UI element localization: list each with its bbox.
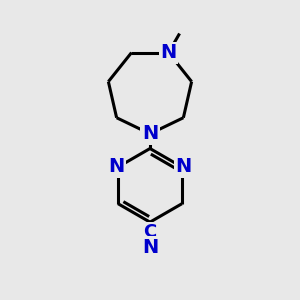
Text: N: N bbox=[142, 124, 158, 143]
Text: N: N bbox=[175, 158, 191, 176]
Text: N: N bbox=[160, 43, 177, 62]
Text: N: N bbox=[109, 158, 125, 176]
Text: N: N bbox=[142, 238, 158, 257]
Text: C: C bbox=[143, 223, 157, 241]
